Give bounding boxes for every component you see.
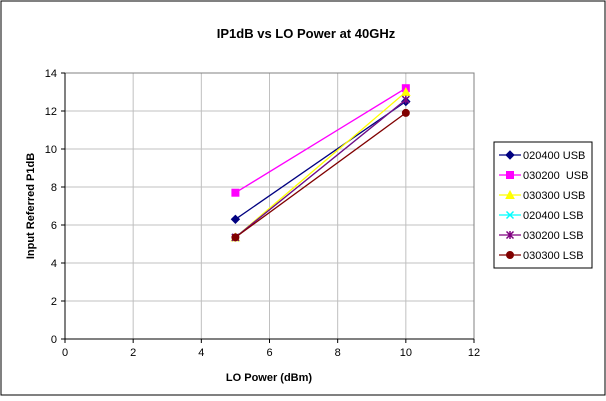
- legend-label: 020400 USB: [523, 150, 585, 162]
- legend-marker: [505, 150, 515, 160]
- data-point: [231, 233, 240, 242]
- y-tick-label: 8: [51, 182, 57, 194]
- x-tick-label: 0: [62, 347, 68, 359]
- x-tick-label: 12: [468, 347, 480, 359]
- legend-label: 030200 USB: [523, 170, 588, 182]
- legend-marker: [506, 251, 514, 259]
- y-tick-label: 6: [51, 220, 57, 232]
- legend: 020400 USB 030200 USB 030300 USB 020400 LSB…: [493, 141, 593, 269]
- legend-marker: [505, 189, 515, 199]
- x-axis-label: LO Power (dBm): [226, 372, 313, 384]
- x-tick-label: 10: [400, 347, 412, 359]
- y-tick-label: 10: [45, 144, 57, 156]
- chart-title: IP1dB vs LO Power at 40GHz: [217, 26, 396, 41]
- data-point: [231, 188, 240, 197]
- y-tick-label: 2: [51, 296, 57, 308]
- legend-label: 030300 LSB: [523, 250, 584, 262]
- legend-label: 030300 USB: [523, 190, 585, 202]
- x-tick-label: 6: [266, 347, 272, 359]
- grid: [65, 73, 474, 339]
- x-tick-label: 2: [130, 347, 136, 359]
- data-point: [230, 214, 241, 225]
- legend-marker: [506, 171, 514, 179]
- series-1: [230, 96, 411, 225]
- legend-entry: 030300 USB: [499, 189, 585, 202]
- legend-entry: 030300 LSB: [499, 250, 584, 262]
- series-line: [234, 91, 407, 238]
- legend-entry: 020400 LSB: [499, 210, 584, 222]
- data-point: [401, 95, 410, 104]
- series-line: [235, 99, 407, 238]
- legend-marker: [505, 230, 515, 240]
- data-point: [401, 86, 411, 96]
- legend-entry: 030200 LSB: [499, 230, 584, 242]
- data-point: [401, 108, 410, 117]
- legend-label: 030200 LSB: [523, 230, 584, 242]
- axes: 0 2 4 6 8 10 12 0 2 4 6 8 10 12 14: [45, 68, 480, 359]
- series-layer: [230, 84, 411, 242]
- series-line: [235, 87, 407, 194]
- y-tick-label: 0: [51, 334, 57, 346]
- y-tick-label: 4: [51, 258, 57, 270]
- series-6: [231, 108, 410, 242]
- series-line: [235, 100, 407, 220]
- legend-marker: [505, 210, 515, 220]
- x-tick-label: 4: [198, 347, 204, 359]
- series-line: [235, 112, 407, 238]
- legend-label: 020400 LSB: [523, 210, 584, 222]
- legend-entry: 030200 USB: [499, 170, 588, 182]
- legend-entry: 020400 USB: [499, 150, 585, 162]
- y-tick-label: 14: [45, 68, 57, 80]
- legend-box: [493, 141, 593, 269]
- y-tick-label: 12: [45, 106, 57, 118]
- y-axis-label: Input Referred P1dB: [25, 153, 37, 259]
- x-tick-label: 8: [335, 347, 341, 359]
